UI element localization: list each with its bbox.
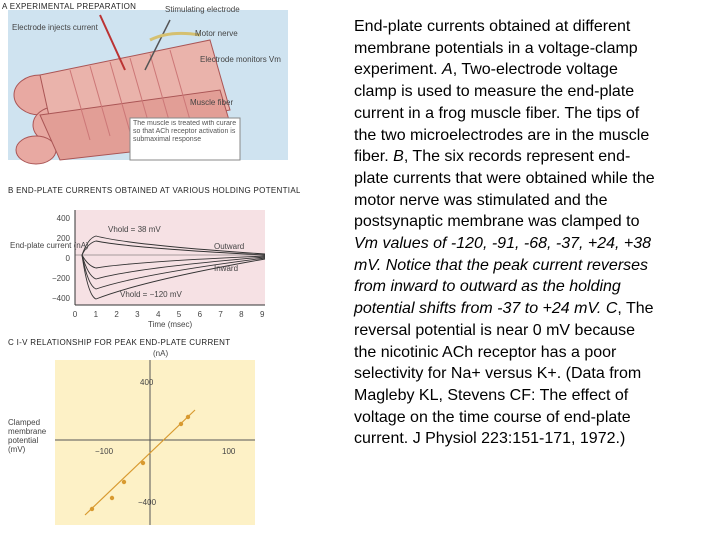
figure: A EXPERIMENTAL PREPARATION Electrode inj… — [2, 2, 300, 525]
caption-italic: Vm values of -120, -91, -68, -37, +24, +… — [354, 235, 652, 318]
muscle-drawing — [13, 14, 241, 165]
panel-a-title: A EXPERIMENTAL PREPARATION — [2, 2, 136, 11]
caption-text: , The reversal potential is near 0 mV be… — [354, 300, 654, 448]
vhold-bottom: Vhold = −120 mV — [120, 290, 182, 299]
x-tick-label: 7 — [218, 310, 223, 319]
caption-text: , The six records represent end-plate cu… — [354, 148, 655, 231]
inward-label: Inward — [214, 264, 238, 273]
x-tick-label: 1 — [94, 310, 99, 319]
x-tick-label: 3 — [135, 310, 140, 319]
caption: End-plate currents obtained at different… — [354, 16, 660, 450]
x-ticks: 0 1 2 3 4 5 6 7 8 9 — [73, 310, 265, 319]
caption-text: , Two-electrode voltage clamp is used to… — [354, 61, 650, 166]
x-tick-label: 9 — [260, 310, 265, 319]
outward-label: Outward — [214, 242, 244, 251]
x-label: Time (msec) — [148, 320, 192, 329]
panel-a-note: The muscle is treated with curare so tha… — [133, 120, 237, 143]
c-xtick-right: 100 — [222, 447, 236, 456]
label-stimulating: Stimulating electrode — [165, 5, 240, 14]
y-tick-label: 0 — [66, 254, 71, 263]
x-tick-label: 4 — [156, 310, 161, 319]
panel-c-bg — [55, 360, 255, 525]
current-traces — [81, 235, 266, 300]
caption-italic: A — [442, 61, 453, 79]
x-tick-label: 6 — [198, 310, 203, 319]
label-electrode-injects: Electrode injects current — [12, 23, 99, 32]
x-tick-label: 2 — [114, 310, 119, 319]
y-tick-label: 400 — [57, 214, 71, 223]
c-xlabel-box: Clamped membrane potential (mV) — [8, 418, 47, 454]
label-electrode-monitors: Electrode monitors Vm — [200, 55, 281, 64]
c-ytick-top: 400 — [140, 378, 154, 387]
caption-text: End-plate currents obtained at different… — [354, 18, 638, 79]
c-xtick-left: −100 — [95, 447, 114, 456]
c-ytick-bottom: −400 — [138, 498, 157, 507]
c-xlabel: Clamped membrane potential (mV) — [8, 418, 47, 454]
caption-italic: B — [393, 148, 404, 166]
panel-c-title: C I-V RELATIONSHIP FOR PEAK END-PLATE CU… — [8, 338, 230, 347]
y-label: End-plate current (nA) — [10, 241, 89, 250]
panel-a-note-box: The muscle is treated with curare so tha… — [133, 120, 237, 143]
y-label-text: End-plate current (nA) — [10, 241, 89, 250]
x-tick-label: 5 — [177, 310, 182, 319]
y-ticks: 400 200 0 −200 −400 — [52, 214, 71, 303]
x-tick-label: 0 — [73, 310, 78, 319]
c-y-unit: (nA) — [153, 349, 168, 358]
y-tick-label: 200 — [57, 234, 71, 243]
x-tick-label: 8 — [239, 310, 244, 319]
y-tick-label: −200 — [52, 274, 71, 283]
y-tick-label: −400 — [52, 294, 71, 303]
label-motor-nerve: Motor nerve — [195, 29, 238, 38]
fit-line — [84, 409, 196, 516]
vhold-top: Vhold = 38 mV — [108, 225, 161, 234]
iv-points — [89, 414, 191, 512]
label-muscle-fiber: Muscle fiber — [190, 98, 233, 107]
panel-b-title: B END-PLATE CURRENTS OBTAINED AT VARIOUS… — [8, 186, 300, 195]
